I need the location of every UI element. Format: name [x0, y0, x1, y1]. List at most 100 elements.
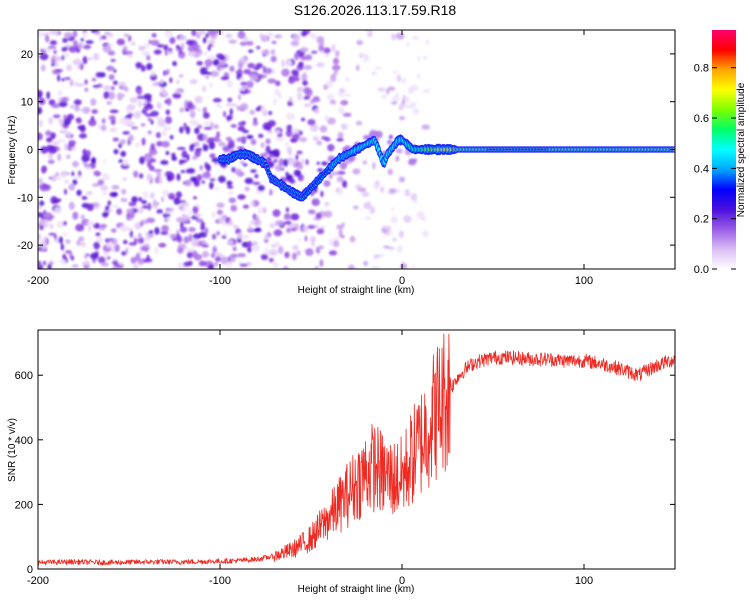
noise-blob [338, 229, 343, 238]
noise-blob [260, 35, 269, 43]
noise-blob [249, 109, 256, 115]
noise-blob [139, 156, 145, 165]
noise-blob [332, 57, 340, 65]
spectrogram-y-tick-label: -10 [17, 192, 33, 204]
noise-blob [226, 185, 234, 189]
noise-blob [394, 92, 399, 99]
noise-blob [380, 253, 384, 258]
noise-blob [211, 233, 217, 240]
noise-blob [254, 173, 259, 179]
noise-blob [237, 126, 246, 132]
noise-blob [84, 79, 88, 85]
noise-blob [191, 143, 196, 148]
noise-blob [95, 236, 104, 244]
snr-y-label: SNR (10 * v/v) [7, 418, 18, 482]
noise-blob [263, 67, 273, 75]
noise-blob [191, 30, 197, 37]
noise-blob [299, 137, 308, 143]
noise-blob [158, 242, 167, 248]
noise-blob [107, 200, 112, 206]
noise-blob [71, 171, 75, 177]
noise-blob [150, 119, 154, 125]
noise-blob [68, 45, 77, 53]
spectrogram-x-tick-label: 100 [575, 275, 593, 287]
colorbar-ticks: 0.0 0.2 0.4 0.6 0.8 [694, 63, 736, 276]
noise-blob [165, 109, 171, 115]
noise-blob [281, 68, 290, 77]
noise-blob [90, 116, 95, 121]
noise-blob [127, 104, 136, 110]
noise-blob [248, 224, 252, 230]
noise-blob [111, 204, 120, 209]
noise-blob [363, 202, 372, 210]
noise-blob [306, 225, 316, 229]
noise-blob [40, 64, 46, 72]
noise-blob [208, 141, 216, 150]
noise-blob [74, 104, 80, 112]
noise-blob [283, 215, 292, 220]
noise-blob [63, 53, 70, 58]
noise-blob [206, 55, 216, 60]
noise-blob [119, 85, 128, 90]
noise-blob [53, 234, 57, 240]
noise-blob [93, 171, 102, 177]
noise-blob [186, 39, 193, 46]
noise-blob [153, 169, 163, 173]
noise-blob [93, 52, 100, 61]
noise-blob [246, 246, 252, 253]
noise-blob [209, 178, 216, 182]
noise-blob [118, 159, 124, 163]
noise-blob [45, 237, 49, 246]
noise-blob [352, 168, 361, 175]
noise-blob [320, 136, 329, 140]
noise-blob [144, 234, 149, 242]
noise-blob [336, 224, 344, 230]
noise-blob [189, 110, 196, 119]
noise-blob [159, 78, 164, 84]
noise-blob [416, 211, 425, 220]
noise-blob [211, 211, 217, 218]
noise-blob [116, 208, 123, 215]
noise-blob [143, 190, 148, 200]
noise-blob [71, 264, 79, 268]
noise-blob [244, 186, 250, 192]
noise-blob [201, 244, 209, 248]
noise-blob [38, 264, 44, 269]
noise-blob [285, 175, 292, 180]
noise-blob [270, 244, 277, 248]
noise-blob [161, 196, 165, 203]
snr-x-axis: -200 -100 0 100 [27, 330, 593, 587]
noise-blob [390, 101, 398, 105]
noise-blob [227, 97, 233, 103]
noise-blob [242, 129, 249, 134]
noise-blob [122, 239, 128, 245]
noise-blob [68, 183, 76, 191]
noise-blob [106, 65, 115, 72]
noise-blob [140, 123, 146, 127]
noise-blob [80, 214, 85, 220]
noise-blob [303, 95, 311, 100]
noise-blob [323, 84, 329, 90]
noise-blob [278, 158, 284, 167]
noise-blob [239, 77, 246, 81]
noise-blob [225, 33, 233, 39]
colorbar-gradient [712, 30, 736, 269]
noise-blob [128, 134, 134, 142]
noise-blob [49, 40, 58, 46]
noise-blob [246, 227, 254, 233]
noise-blob [119, 224, 128, 233]
noise-blob [102, 212, 109, 218]
noise-blob [133, 237, 138, 246]
noise-blob [247, 240, 253, 248]
colorbar-tick-label: 0.2 [694, 214, 709, 226]
noise-blob [222, 145, 230, 153]
noise-blob [57, 74, 61, 82]
noise-blob [380, 186, 385, 194]
noise-blob [135, 62, 143, 69]
noise-blob [158, 177, 163, 184]
noise-blob [277, 246, 284, 255]
noise-blob [156, 140, 163, 147]
noise-blob [255, 45, 261, 50]
noise-blob [319, 125, 328, 133]
